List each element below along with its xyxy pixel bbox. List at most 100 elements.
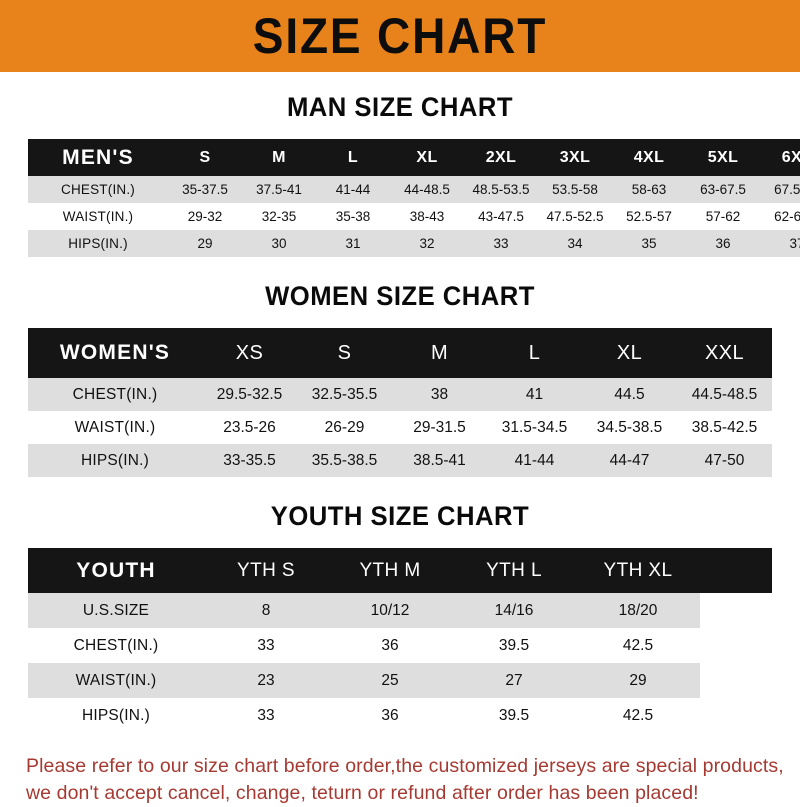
women-size-header-4: XL	[582, 328, 677, 378]
women-size-table: WOMEN'S XS S M L XL XXL CHEST(IN.) 29.5-32.5 32.5…	[28, 328, 772, 477]
table-row: CHEST(IN.) 29.5-32.5 32.5-35.5 38 41 44.5 44.5…	[28, 378, 772, 411]
men-cell-1-1: 32-35	[242, 203, 316, 230]
youth-cell-3-1: 36	[328, 698, 452, 733]
youth-section: YOUTH SIZE CHART YOUTH YTH S YTH M YTH L YTH…	[0, 503, 800, 733]
men-cell-1-7: 57-62	[686, 203, 760, 230]
table-row: WAIST(IN.) 23 25 27 29	[28, 663, 772, 698]
women-size-header-0: XS	[202, 328, 297, 378]
men-cell-1-0: 29-32	[168, 203, 242, 230]
youth-cell-spacer-2-0	[700, 663, 772, 698]
page-title: SIZE CHART	[252, 8, 548, 64]
women-cell-0-2: 38	[392, 378, 487, 411]
men-header-row: MEN'SSMLXL2XL3XL4XL5XL6XL	[28, 139, 800, 176]
youth-cell-0-1: 10/12	[328, 593, 452, 628]
youth-size-header-3: YTH XL	[576, 548, 700, 593]
table-row: HIPS(IN.)293031323334353637	[28, 230, 800, 257]
men-size-header-5: 3XL	[538, 139, 612, 176]
women-cell-2-4: 44-47	[582, 444, 677, 477]
men-section: MAN SIZE CHART MEN'SSMLXL2XL3XL4XL5XL6XL…	[0, 94, 800, 257]
women-cell-0-4: 44.5	[582, 378, 677, 411]
men-cell-2-0: 29	[168, 230, 242, 257]
men-cell-1-8: 62-66.5	[760, 203, 800, 230]
men-cell-2-8: 37	[760, 230, 800, 257]
women-header-row: WOMEN'S XS S M L XL XXL	[28, 328, 772, 378]
women-cell-1-5: 38.5-42.5	[677, 411, 772, 444]
women-size-header-1: S	[297, 328, 392, 378]
men-cell-0-6: 58-63	[612, 176, 686, 203]
youth-header-row: YOUTH YTH S YTH M YTH L YTH XL	[28, 548, 772, 593]
men-cell-2-1: 30	[242, 230, 316, 257]
youth-cell-spacer-1-0	[700, 628, 772, 663]
men-cell-2-6: 35	[612, 230, 686, 257]
men-section-title: MAN SIZE CHART	[286, 92, 514, 122]
men-cell-0-2: 41-44	[316, 176, 390, 203]
youth-cell-0-2: 14/16	[452, 593, 576, 628]
men-row-label-2: HIPS(IN.)	[28, 230, 168, 257]
youth-cell-2-3: 29	[576, 663, 700, 698]
men-cell-2-4: 33	[464, 230, 538, 257]
women-section-title: WOMEN SIZE CHART	[265, 281, 535, 311]
youth-cell-1-1: 36	[328, 628, 452, 663]
women-cell-0-3: 41	[487, 378, 582, 411]
women-row-label-0: CHEST(IN.)	[28, 378, 202, 411]
youth-table-body: YOUTH YTH S YTH M YTH L YTH XL U.S.SIZE 8 10/12…	[28, 548, 772, 733]
men-cell-0-4: 48.5-53.5	[464, 176, 538, 203]
youth-cell-2-1: 25	[328, 663, 452, 698]
women-size-header-2: M	[392, 328, 487, 378]
table-row: HIPS(IN.) 33-35.5 35.5-38.5 38.5-41 41-44 44-…	[28, 444, 772, 477]
women-section: WOMEN SIZE CHART WOMEN'S XS S M L XL XXL CHEST(…	[0, 283, 800, 477]
table-row: WAIST(IN.) 23.5-26 26-29 29-31.5 31.5-34.5 34…	[28, 411, 772, 444]
women-cell-1-0: 23.5-26	[202, 411, 297, 444]
women-size-header-3: L	[487, 328, 582, 378]
footer-disclaimer: Please refer to our size chart before or…	[0, 753, 800, 807]
youth-row-label-2: WAIST(IN.)	[28, 663, 204, 698]
men-cell-0-5: 53.5-58	[538, 176, 612, 203]
women-cell-2-0: 33-35.5	[202, 444, 297, 477]
women-cell-1-3: 31.5-34.5	[487, 411, 582, 444]
youth-section-title: YOUTH SIZE CHART	[270, 501, 530, 531]
men-cell-2-2: 31	[316, 230, 390, 257]
table-row: CHEST(IN.) 33 36 39.5 42.5	[28, 628, 772, 663]
youth-row-label-1: CHEST(IN.)	[28, 628, 204, 663]
youth-cell-1-3: 42.5	[576, 628, 700, 663]
men-corner-label: MEN'S	[28, 139, 168, 176]
table-row: WAIST(IN.) 29-32 32-35 35-38 38-43 43-47.5 47.…	[28, 203, 800, 230]
footer-line-1: Please refer to our size chart before or…	[26, 755, 784, 777]
men-cell-0-8: 67.5-72	[760, 176, 800, 203]
women-cell-2-5: 47-50	[677, 444, 772, 477]
men-size-header-1: M	[242, 139, 316, 176]
men-cell-1-3: 38-43	[390, 203, 464, 230]
youth-size-table: YOUTH YTH S YTH M YTH L YTH XL U.S.SIZE 8 10/12…	[28, 548, 772, 733]
men-size-header-7: 5XL	[686, 139, 760, 176]
youth-size-header-1: YTH M	[328, 548, 452, 593]
women-table-body: WOMEN'S XS S M L XL XXL CHEST(IN.) 29.5-32.5 32.5…	[28, 328, 772, 477]
men-cell-2-3: 32	[390, 230, 464, 257]
women-cell-2-3: 41-44	[487, 444, 582, 477]
women-size-header-5: XXL	[677, 328, 772, 378]
youth-header-spacer-0	[700, 548, 772, 593]
women-row-label-2: HIPS(IN.)	[28, 444, 202, 477]
men-cell-2-5: 34	[538, 230, 612, 257]
youth-cell-1-0: 33	[204, 628, 328, 663]
men-size-header-3: XL	[390, 139, 464, 176]
youth-cell-0-3: 18/20	[576, 593, 700, 628]
youth-size-header-2: YTH L	[452, 548, 576, 593]
table-row: CHEST(IN.) 35-37.5 37.5-41 41-44 44-48.5 48.5…	[28, 176, 800, 203]
men-cell-0-7: 63-67.5	[686, 176, 760, 203]
men-cell-0-0: 35-37.5	[168, 176, 242, 203]
youth-cell-spacer-0-0	[700, 593, 772, 628]
youth-size-header-0: YTH S	[204, 548, 328, 593]
men-table-body: MEN'SSMLXL2XL3XL4XL5XL6XLCHEST(IN.)35-37…	[28, 139, 800, 257]
men-cell-1-2: 35-38	[316, 203, 390, 230]
youth-cell-1-2: 39.5	[452, 628, 576, 663]
women-corner-label: WOMEN'S	[28, 328, 202, 378]
youth-corner-label: YOUTH	[28, 548, 204, 593]
men-size-header-4: 2XL	[464, 139, 538, 176]
women-cell-0-5: 44.5-48.5	[677, 378, 772, 411]
men-size-header-0: S	[168, 139, 242, 176]
men-row-label-1: WAIST(IN.)	[28, 203, 168, 230]
youth-cell-3-2: 39.5	[452, 698, 576, 733]
women-cell-1-1: 26-29	[297, 411, 392, 444]
men-size-table: MEN'SSMLXL2XL3XL4XL5XL6XLCHEST(IN.)35-37…	[28, 139, 800, 257]
